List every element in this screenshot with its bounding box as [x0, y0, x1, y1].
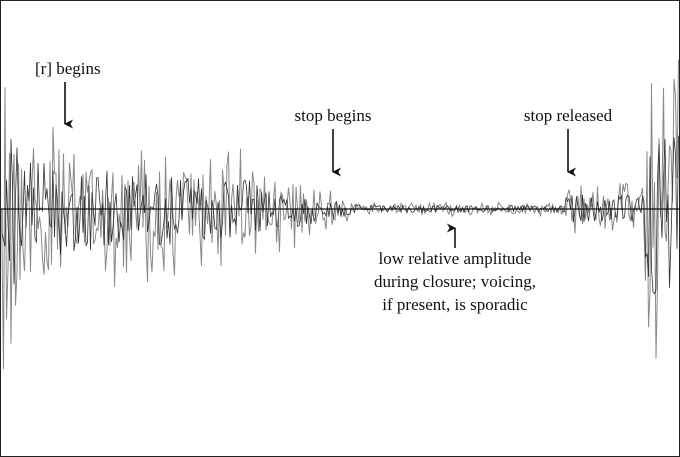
annotation-low-amplitude: if present, is sporadic — [382, 295, 528, 314]
waveform-trace — [1, 135, 679, 295]
annotation-stop-begins: stop begins — [295, 106, 372, 125]
waveform — [1, 59, 679, 370]
annotation-stop-released: stop released — [524, 106, 613, 125]
annotation-r-begins: [r] begins — [35, 59, 101, 78]
waveform-trace — [1, 59, 679, 370]
annotation-low-amplitude: low relative amplitude — [379, 249, 532, 268]
annotation-low-amplitude: during closure; voicing, — [374, 272, 536, 291]
